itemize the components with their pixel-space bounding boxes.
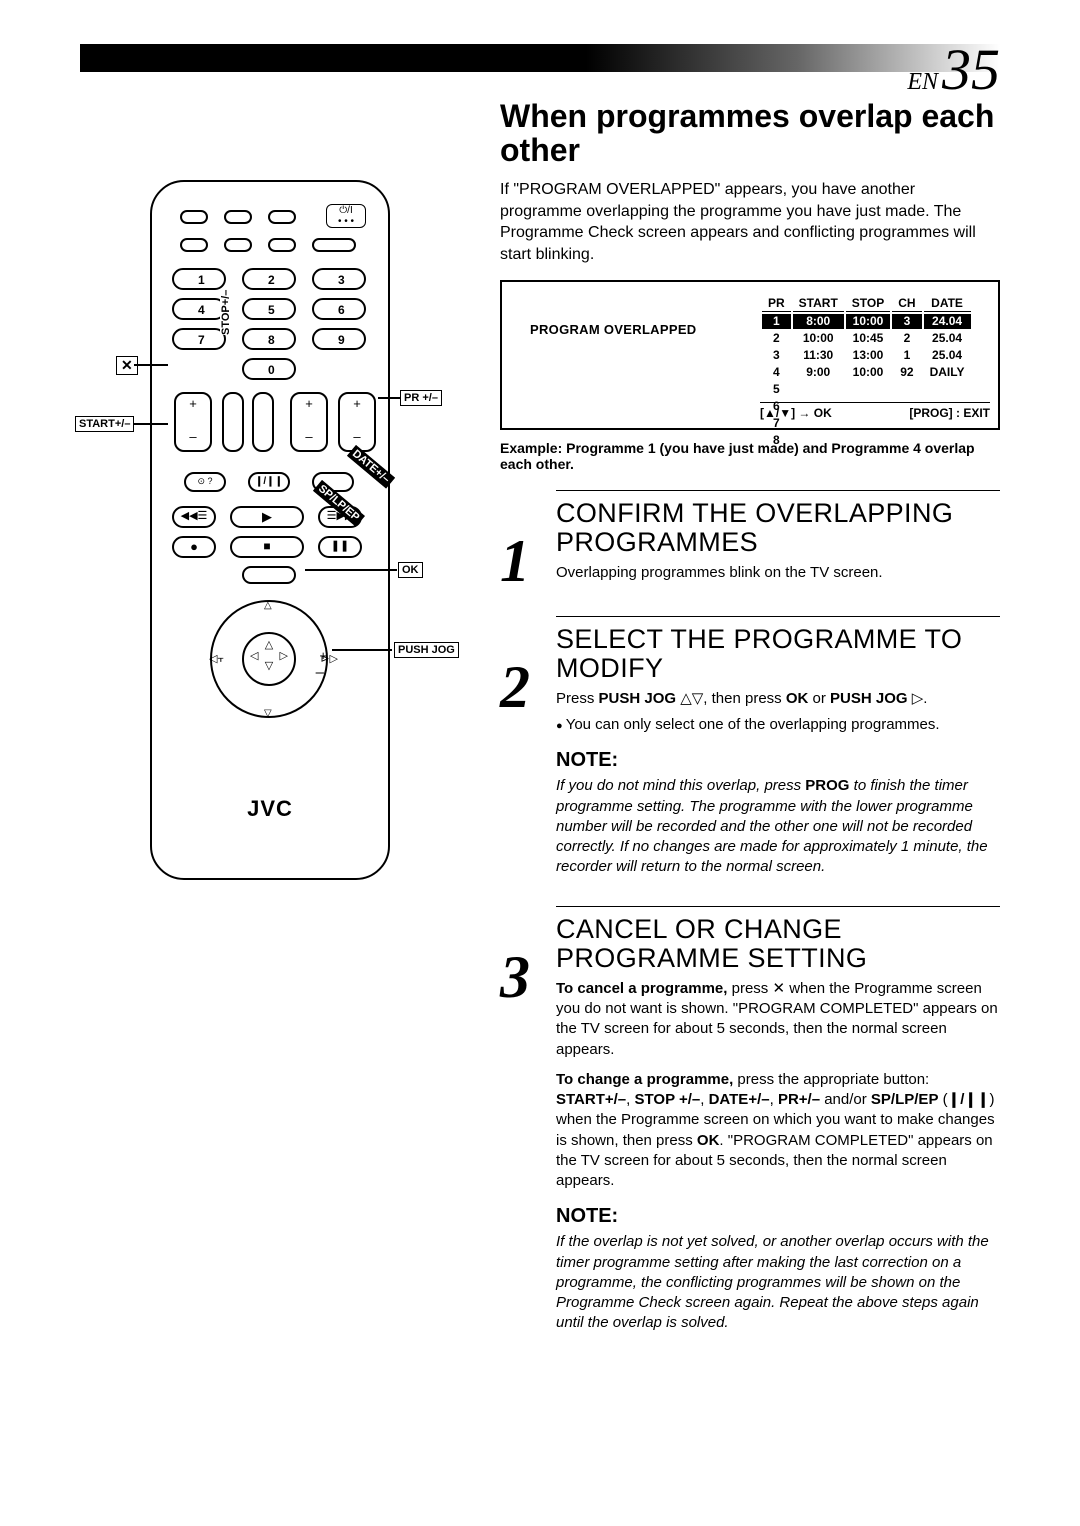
key-6: 6	[312, 298, 366, 320]
osd-screen: PROGRAM OVERLAPPED PRSTARTSTOPCHDATE 18:…	[500, 280, 1000, 430]
rocker-pr: + –	[338, 392, 376, 452]
remote-top-btn	[268, 238, 296, 252]
key-2: 2	[242, 268, 296, 290]
osd-left-label: PROGRAM OVERLAPPED	[530, 322, 696, 337]
key-8: 8	[242, 328, 296, 350]
callout-x: ✕	[116, 356, 138, 375]
callout-pushjog: PUSH JOG	[394, 642, 459, 658]
note-heading: NOTE:	[556, 749, 1000, 772]
play-button: ▶	[230, 506, 304, 528]
osd-footer: [▲/▼] → OK [PROG] : EXIT	[760, 402, 990, 420]
page-num-value: 35	[942, 37, 1000, 102]
note-heading: NOTE:	[556, 1205, 1000, 1228]
key-7: 7	[172, 328, 226, 350]
key-3: 3	[312, 268, 366, 290]
jog-inner: △ ◁▷ ▽	[242, 632, 296, 686]
step-bullet: You can only select one of the overlappi…	[556, 715, 1000, 735]
osd-foot-left: [▲/▼] → OK	[760, 406, 832, 420]
remote-top-btn	[268, 210, 296, 224]
callout-stop: STOP+/–	[220, 290, 232, 335]
remote-top-btn	[180, 238, 208, 252]
header-gradient-bar	[80, 44, 1000, 72]
step-title: SELECT THE PROGRAMME TO MODIFY	[556, 625, 1000, 683]
rocker: + –	[290, 392, 328, 452]
remote-btn: ⊙ ?	[184, 472, 226, 492]
step-text: To change a programme, press the appropr…	[556, 1070, 1000, 1192]
step-number: 3	[500, 950, 548, 1334]
remote-btn-splpep: ❙/❙❙	[248, 472, 290, 492]
page-number: EN35	[907, 36, 1000, 103]
remote-top-btn	[224, 210, 252, 224]
power-button: ⏻/I• • •	[326, 204, 366, 228]
remote-brand: JVC	[152, 796, 388, 822]
section-title: When programmes overlap each other	[500, 100, 1000, 167]
rocker	[252, 392, 274, 452]
rocker-start: + –	[174, 392, 212, 452]
stop-button: ■	[230, 536, 304, 558]
callout-line	[332, 649, 392, 651]
key-1: 1	[172, 268, 226, 290]
osd-table: PRSTARTSTOPCHDATE 18:0010:00324.04210:00…	[760, 294, 973, 450]
remote-body: ⏻/I• • • 1 2 3 4 5 6 7 8 9 0 + – + – + –	[150, 180, 390, 880]
page-prefix: EN	[907, 69, 938, 95]
callout-start: START+/–	[75, 416, 134, 432]
remote-top-btn	[312, 238, 356, 252]
remote-illustration: ⏻/I• • • 1 2 3 4 5 6 7 8 9 0 + – + – + –	[80, 170, 460, 950]
key-5: 5	[242, 298, 296, 320]
step-number: 1	[500, 534, 548, 588]
pause-button: ❚❚	[318, 536, 362, 558]
rec-button: ●	[172, 536, 216, 558]
step-3: 3 CANCEL OR CHANGE PROGRAMME SETTING To …	[500, 906, 1000, 1346]
key-9: 9	[312, 328, 366, 350]
remote-top-btn	[180, 210, 208, 224]
callout-line	[305, 569, 397, 571]
note-text: If you do not mind this overlap, press P…	[556, 776, 1000, 877]
step-1: 1 CONFIRM THE OVERLAPPING PROGRAMMES Ove…	[500, 490, 1000, 600]
note-text: If the overlap is not yet solved, or ano…	[556, 1232, 1000, 1333]
osd-foot-right: [PROG] : EXIT	[909, 406, 990, 420]
jog-outer: △ ◁▷ ▽ △ ▽ ◁⫟ + – ⊳▷	[210, 600, 328, 718]
remote-btn	[242, 566, 296, 584]
callout-ok: OK	[398, 562, 423, 578]
callout-line	[378, 397, 400, 399]
remote-top-btn	[224, 238, 252, 252]
callout-line	[134, 423, 168, 425]
intro-text: If "PROGRAM OVERLAPPED" appears, you hav…	[500, 179, 1000, 265]
key-0: 0	[242, 358, 296, 380]
content-column: When programmes overlap each other If "P…	[500, 100, 1000, 1346]
callout-pr: PR +/–	[400, 390, 442, 406]
step-text: Press PUSH JOG △▽, then press OK or PUSH…	[556, 689, 1000, 736]
step-2: 2 SELECT THE PROGRAMME TO MODIFY Press P…	[500, 616, 1000, 890]
rocker	[222, 392, 244, 452]
step-text: Overlapping programmes blink on the TV s…	[556, 563, 1000, 583]
step-title: CONFIRM THE OVERLAPPING PROGRAMMES	[556, 499, 1000, 557]
callout-line	[134, 364, 168, 366]
rew-button: ◀◀☰	[172, 506, 216, 528]
step-number: 2	[500, 660, 548, 878]
step-text: To cancel a programme, press ✕ when the …	[556, 979, 1000, 1060]
step-title: CANCEL OR CHANGE PROGRAMME SETTING	[556, 915, 1000, 973]
key-4: 4	[172, 298, 226, 320]
